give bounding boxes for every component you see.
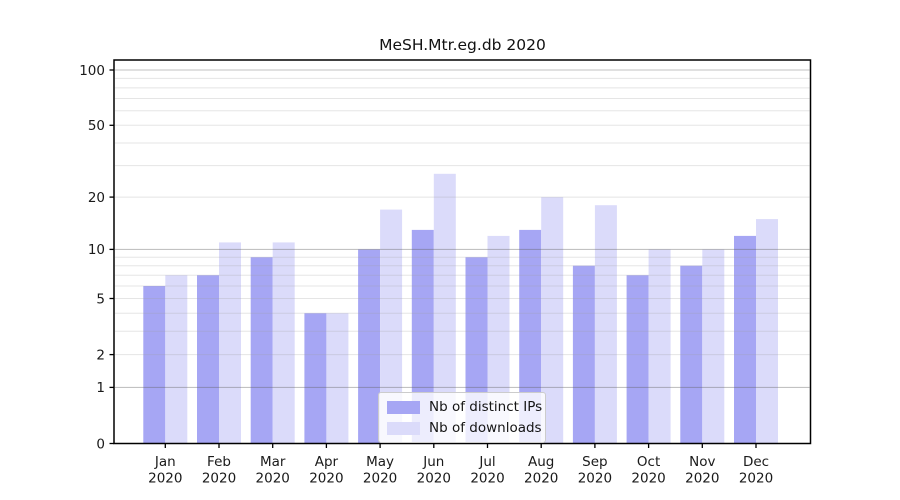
bar-downloads-mar <box>272 242 295 444</box>
x-tick-label-month-jun: Jun <box>422 454 444 470</box>
bar-downloads-aug <box>541 197 564 444</box>
x-tick-label-month-dec: Dec <box>743 454 769 470</box>
bar-distinct-ips-oct <box>626 275 649 444</box>
bar-distinct-ips-jan <box>143 286 166 444</box>
x-tick-label-year-mar: 2020 <box>256 471 290 487</box>
bar-downloads-apr <box>326 313 349 444</box>
x-tick-label-year-oct: 2020 <box>631 471 665 487</box>
bar-distinct-ips-jun <box>411 229 434 444</box>
x-tick-label-month-nov: Nov <box>689 454 715 470</box>
x-tick-label-year-jan: 2020 <box>148 471 182 487</box>
plot-frame <box>113 59 812 445</box>
legend-item-distinct-ips: Nb of distinct IPs <box>387 399 542 415</box>
y-tick-label-100: 100 <box>79 63 105 79</box>
bar-distinct-ips-mar <box>250 257 273 444</box>
bar-distinct-ips-sep <box>572 265 595 444</box>
bar-distinct-ips-may <box>358 249 381 444</box>
legend-swatch-distinct-ips <box>387 400 420 414</box>
chart-title: MeSH.Mtr.eg.db 2020 <box>379 36 546 54</box>
bar-distinct-ips-feb <box>197 275 219 444</box>
y-tick-label-2: 2 <box>96 347 105 363</box>
x-tick-label-month-mar: Mar <box>260 454 286 470</box>
bar-distinct-ips-apr <box>304 313 327 444</box>
bar-downloads-may <box>380 209 403 444</box>
x-tick-label-month-aug: Aug <box>528 454 554 470</box>
y-tick-label-5: 5 <box>96 291 105 307</box>
x-tick-label-month-oct: Oct <box>637 454 660 470</box>
y-tick-label-1: 1 <box>96 380 105 396</box>
x-tick-label-month-jan: Jan <box>154 454 176 470</box>
x-tick-label-year-feb: 2020 <box>202 471 236 487</box>
x-tick-label-year-dec: 2020 <box>739 471 773 487</box>
bar-downloads-nov <box>702 249 725 444</box>
y-tick-label-50: 50 <box>88 118 105 134</box>
legend-label-distinct-ips: Nb of distinct IPs <box>429 399 543 415</box>
bar-downloads-dec <box>756 219 778 444</box>
x-tick-label-month-apr: Apr <box>315 454 339 470</box>
y-tick-label-10: 10 <box>88 242 105 258</box>
x-tick-label-year-may: 2020 <box>363 471 397 487</box>
x-tick-label-month-sep: Sep <box>582 454 607 470</box>
x-tick-label-month-feb: Feb <box>207 454 231 470</box>
x-tick-label-year-jul: 2020 <box>470 471 504 487</box>
x-tick-label-year-aug: 2020 <box>524 471 558 487</box>
x-tick-label-year-jun: 2020 <box>417 471 451 487</box>
bar-downloads-jun <box>433 173 456 444</box>
legend-label-downloads: Nb of downloads <box>429 420 542 436</box>
x-tick-label-year-nov: 2020 <box>685 471 719 487</box>
legend-item-downloads: Nb of downloads <box>387 420 542 436</box>
x-tick-label-month-may: May <box>366 454 394 470</box>
chart-legend: Nb of distinct IPs Nb of downloads <box>378 392 546 443</box>
bar-distinct-ips-aug <box>519 229 542 444</box>
x-tick-label-year-apr: 2020 <box>309 471 343 487</box>
bar-downloads-jan <box>165 275 188 444</box>
bar-distinct-ips-dec <box>734 235 756 444</box>
bar-downloads-jul <box>487 235 510 444</box>
bar-downloads-sep <box>594 205 617 444</box>
bar-distinct-ips-nov <box>680 265 703 444</box>
y-tick-label-0: 0 <box>96 436 105 452</box>
x-tick-label-month-jul: Jul <box>478 454 495 470</box>
x-tick-label-year-sep: 2020 <box>578 471 612 487</box>
legend-swatch-downloads <box>387 421 420 435</box>
bar-downloads-oct <box>648 249 671 444</box>
y-tick-label-20: 20 <box>88 190 105 206</box>
bar-downloads-feb <box>219 242 241 444</box>
